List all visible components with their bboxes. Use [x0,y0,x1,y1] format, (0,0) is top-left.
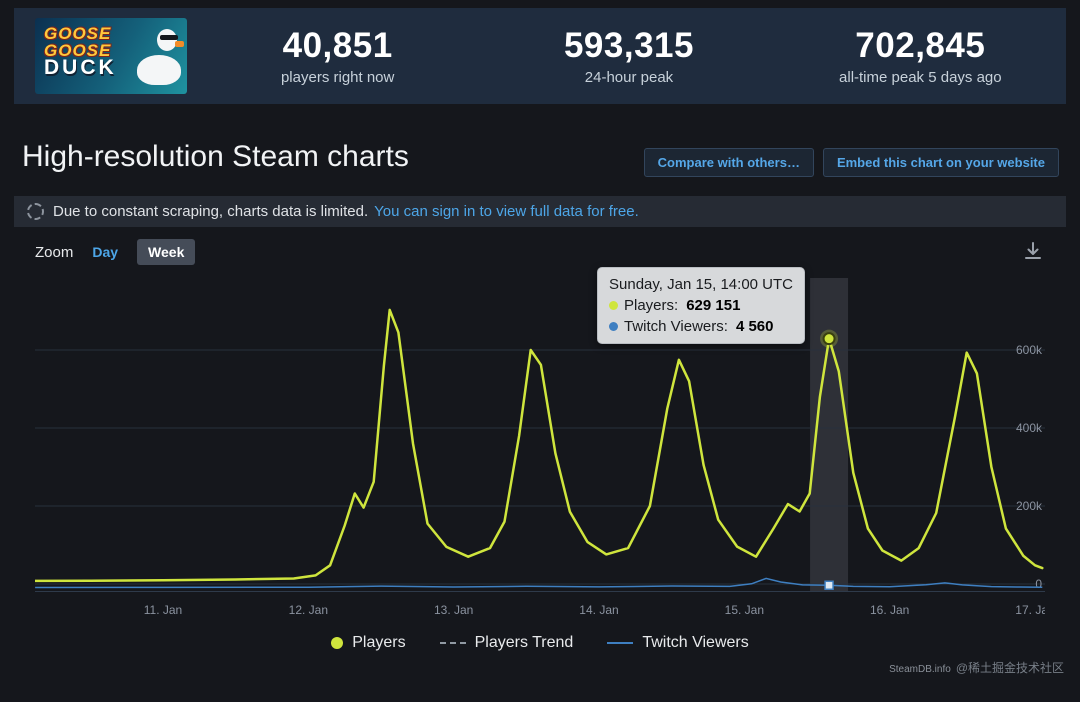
svg-text:0: 0 [1035,577,1042,591]
svg-text:11. Jan: 11. Jan [144,603,182,617]
zoom-toolbar: Zoom Day Week [35,239,196,265]
loading-spinner-icon [27,203,44,220]
sign-in-link[interactable]: You can sign in to view full data for fr… [374,203,639,220]
goose-beak-icon [175,41,184,47]
zoom-week-button[interactable]: Week [137,239,196,265]
legend-players-trend-label: Players Trend [474,634,574,651]
watermark: SteamDB.info @稀土掘金技术社区 [889,659,1064,676]
players-chart[interactable]: 0 200k 400k 600k 11. Jan 12. Jan 13. Jan 14. Ja… [35,278,1045,623]
tooltip-twitch-value: 4 560 [735,318,774,335]
tooltip-players-value: 629 151 [686,297,741,314]
player-stats: 40,851 players right now 593,315 24-hour… [192,8,1066,104]
legend-players[interactable]: Players [331,634,406,652]
alltime-peak-label: all-time peak 5 days ago [839,69,1002,86]
logo-line-1: GOOSE [44,24,112,43]
svg-text:13. Jan: 13. Jan [434,603,473,617]
compare-button[interactable]: Compare with others… [643,148,814,177]
zoom-label: Zoom [35,243,74,261]
zoom-day-button[interactable]: Day [88,240,122,264]
svg-text:600k: 600k [1016,343,1043,357]
stat-alltime-peak: 702,845 all-time peak 5 days ago [775,8,1066,104]
peak-24h-label: 24-hour peak [584,69,674,86]
svg-text:12. Jan: 12. Jan [289,603,328,617]
steamdb-credit-link[interactable]: SteamDB.info [889,664,951,675]
legend-players-trend[interactable]: Players Trend [439,634,574,652]
chart-action-buttons: Compare with others… Embed this chart on… [643,148,1059,177]
game-capsule-image[interactable]: GOOSE GOOSE DUCK [35,18,187,94]
chart-tooltip: Sunday, Jan 15, 14:00 UTC Players: 629 1… [597,267,805,344]
players-legend-dot-icon [331,637,344,649]
twitch-dot-icon [609,322,618,331]
current-players-value: 40,851 [282,26,393,65]
page-title: High-resolution Steam charts [22,140,409,173]
players-trend-dash-icon [439,642,466,644]
svg-text:16. Jan: 16. Jan [870,603,909,617]
stat-current-players: 40,851 players right now [192,8,483,104]
chart-legend: Players Players Trend Twitch Viewers [0,634,1080,652]
twitch-line-icon [607,642,634,644]
logo-line-2: GOOSE [44,41,112,60]
current-players-label: players right now [280,69,395,86]
peak-24h-value: 593,315 [563,26,694,65]
chart-download-icon[interactable] [1022,240,1044,262]
notice-bar: Due to constant scraping, charts data is… [14,196,1066,227]
tooltip-players-label: Players: [624,297,679,314]
goose-mascot [137,55,181,85]
community-watermark: @稀土掘金技术社区 [955,661,1064,675]
legend-twitch-label: Twitch Viewers [642,634,749,651]
svg-text:15. Jan: 15. Jan [725,603,764,617]
legend-players-label: Players [352,634,406,651]
tooltip-twitch-row: Twitch Viewers: 4 560 [609,316,793,337]
stat-24h-peak: 593,315 24-hour peak [483,8,774,104]
notice-text: Due to constant scraping, charts data is… [53,203,369,220]
embed-button[interactable]: Embed this chart on your website [822,148,1059,177]
game-logo-text: GOOSE GOOSE DUCK [44,24,117,79]
alltime-peak-value: 702,845 [855,26,986,65]
goose-sunglasses-icon [160,35,178,40]
tooltip-date: Sunday, Jan 15, 14:00 UTC [609,276,793,293]
logo-line-3: DUCK [44,56,117,79]
svg-text:400k: 400k [1016,421,1043,435]
tooltip-players-row: Players: 629 151 [609,295,793,316]
legend-twitch-viewers[interactable]: Twitch Viewers [607,634,749,652]
goose-mascot-head [157,29,177,51]
players-dot-icon [609,301,618,310]
svg-text:17. Jan: 17. Jan [1015,603,1045,617]
svg-text:14. Jan: 14. Jan [579,603,618,617]
app-stats-header: GOOSE GOOSE DUCK 40,851 players right no… [14,8,1066,104]
svg-text:200k: 200k [1016,499,1043,513]
tooltip-twitch-label: Twitch Viewers: [624,318,728,335]
